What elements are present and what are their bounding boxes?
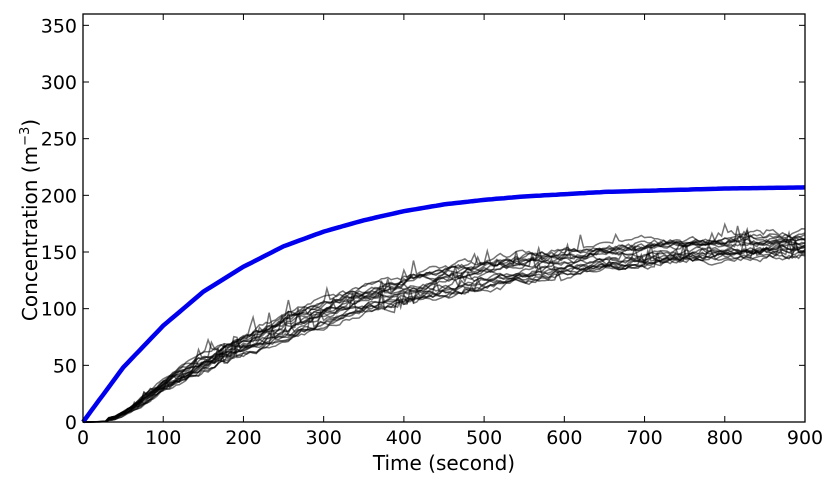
y-tick-label: 200 [41, 185, 77, 207]
y-tick-label: 300 [41, 72, 77, 94]
plot-area [81, 185, 806, 424]
x-tick-label: 600 [546, 427, 582, 449]
y-axis-label: Concentration (m−3) [18, 119, 42, 321]
x-tick-label: 700 [626, 427, 662, 449]
stochastic-run-line [82, 238, 806, 423]
x-tick-label: 400 [386, 427, 422, 449]
deterministic-line [81, 185, 806, 424]
x-axis: 0 100 200 300 400 500 600 700 800 900 [77, 14, 823, 449]
y-tick-label: 250 [41, 129, 77, 151]
x-tick-label: 900 [787, 427, 823, 449]
stochastic-run-line [82, 237, 806, 423]
y-axis-label-suffix: ) [18, 119, 42, 127]
y-axis-label-main: Concentration (m [18, 146, 42, 321]
stochastic-run-line [83, 241, 806, 423]
y-tick-label: 350 [41, 15, 77, 37]
y-axis: 0 50 100 150 200 250 300 350 [41, 15, 805, 434]
x-tick-label: 200 [225, 427, 261, 449]
stochastic-run-line [82, 234, 806, 423]
x-axis-label: Time (second) [372, 451, 515, 475]
x-tick-label: 100 [145, 427, 181, 449]
y-tick-label: 150 [41, 242, 77, 264]
x-tick-label: 0 [77, 427, 89, 449]
y-tick-label: 0 [65, 412, 77, 434]
x-tick-label: 500 [466, 427, 502, 449]
stochastic-run-line [82, 235, 806, 423]
stochastic-run-line [82, 229, 806, 423]
plot-frame [82, 13, 806, 423]
y-tick-label: 100 [41, 299, 77, 321]
x-tick-label: 300 [306, 427, 342, 449]
stochastic-run-line [83, 244, 806, 423]
y-tick-label: 50 [53, 355, 77, 377]
stochastic-run-line [83, 241, 806, 423]
y-axis-label-sup: −3 [18, 127, 33, 146]
stochastic-run-line [82, 231, 806, 423]
stochastic-run-line [83, 225, 806, 423]
x-tick-label: 800 [707, 427, 743, 449]
